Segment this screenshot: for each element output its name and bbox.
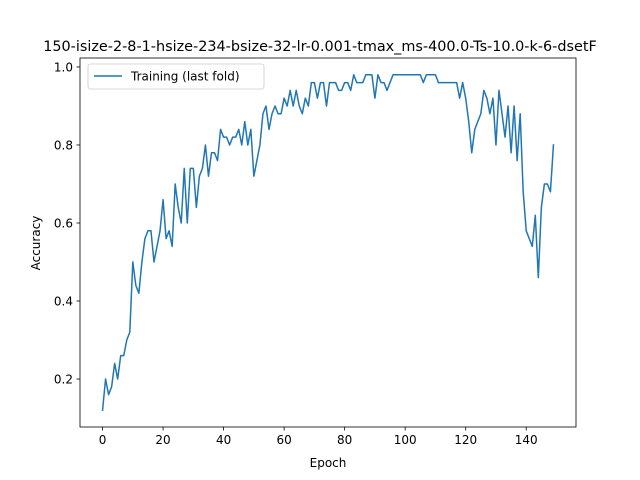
y-axis-label: Accuracy xyxy=(29,216,43,271)
chart-title: 150-isize-2-8-1-hsize-234-bsize-32-lr-0.… xyxy=(43,39,597,55)
legend-entry-label: Training (last fold) xyxy=(130,69,240,83)
x-tick-label: 120 xyxy=(454,433,477,447)
y-tick-label: 1.0 xyxy=(54,60,73,74)
y-tick-label: 0.4 xyxy=(54,294,73,308)
x-axis-label: Epoch xyxy=(310,456,347,470)
y-tick-label: 0.8 xyxy=(54,138,73,152)
x-tick-label: 80 xyxy=(337,433,352,447)
x-axis: 0 20 40 60 80 100 120 140 xyxy=(99,427,538,447)
x-tick-label: 0 xyxy=(99,433,107,447)
axes-frame xyxy=(79,57,577,428)
legend: Training (last fold) xyxy=(87,63,265,90)
x-tick-label: 60 xyxy=(276,433,291,447)
x-tick-label: 20 xyxy=(155,433,170,447)
x-tick-label: 100 xyxy=(394,433,417,447)
y-tick-label: 0.2 xyxy=(54,372,73,386)
legend-box xyxy=(87,63,265,90)
x-tick-label: 140 xyxy=(515,433,538,447)
x-tick-label: 40 xyxy=(216,433,231,447)
series-line-0 xyxy=(101,74,555,412)
y-tick-label: 0.6 xyxy=(54,216,73,230)
plot-area xyxy=(79,57,577,428)
y-axis: 0.2 0.4 0.6 0.8 1.0 xyxy=(54,60,80,386)
